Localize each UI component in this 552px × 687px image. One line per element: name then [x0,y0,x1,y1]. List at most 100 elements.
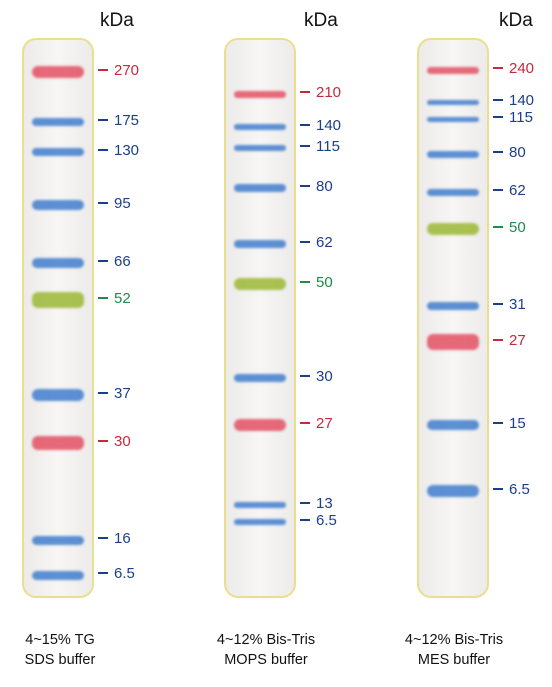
protein-band [427,334,479,350]
panel-caption: 4~15% TG SDS buffer [0,630,130,670]
size-marker: 52 [98,289,131,307]
size-marker: 210 [300,83,341,101]
size-marker: 140 [300,116,341,134]
marker-label: 6.5 [316,511,337,529]
protein-band [32,66,84,78]
protein-band [427,99,479,105]
marker-tick [98,572,108,574]
marker-tick [98,260,108,262]
marker-label: 270 [114,61,140,79]
marker-tick [300,185,310,187]
size-marker: 140 [493,91,534,109]
gel-lane [417,38,489,598]
marker-label: 240 [509,59,535,77]
size-marker: 15 [493,414,526,432]
marker-tick [98,440,108,442]
marker-label: 13 [316,494,333,512]
marker-tick [98,392,108,394]
protein-band [32,389,84,401]
protein-band [234,519,286,525]
size-marker: 80 [493,143,526,161]
marker-tick [98,149,108,151]
size-marker: 80 [300,177,333,195]
protein-band [32,570,84,580]
marker-label: 130 [114,141,140,159]
marker-tick [98,69,108,71]
marker-tick [300,519,310,521]
marker-label: 30 [316,367,333,385]
size-marker: 50 [300,273,333,291]
marker-tick [493,116,503,118]
marker-tick [300,91,310,93]
marker-label: 6.5 [509,480,530,498]
marker-tick [300,375,310,377]
marker-label: 140 [509,91,535,109]
marker-label: 30 [114,432,131,450]
size-marker: 6.5 [300,511,337,529]
size-marker: 66 [98,252,131,270]
size-marker: 6.5 [493,480,530,498]
marker-tick [98,297,108,299]
marker-tick [300,145,310,147]
protein-band [427,485,479,497]
marker-tick [493,189,503,191]
marker-label: 62 [316,233,333,251]
size-marker: 30 [98,432,131,450]
marker-tick [493,226,503,228]
protein-band [427,66,479,74]
size-marker: 31 [493,295,526,313]
marker-label: 80 [509,143,526,161]
marker-label: 6.5 [114,564,135,582]
marker-tick [493,151,503,153]
marker-label: 62 [509,181,526,199]
marker-tick [300,124,310,126]
size-marker: 6.5 [98,564,135,582]
panel-caption: 4~12% Bis-Tris MOPS buffer [196,630,336,670]
protein-band [234,502,286,508]
protein-band [234,374,286,382]
ladder-panel-1: kDa 270 175 130 95 66 52 37 30 16 6.5 4~15% TG SDS b… [0,0,184,687]
size-marker: 13 [300,494,333,512]
marker-tick [98,537,108,539]
protein-band [32,535,84,545]
caption-gel-type: 4~12% Bis-Tris [216,632,316,648]
size-marker: 16 [98,529,131,547]
marker-tick [300,281,310,283]
marker-label: 175 [114,111,140,129]
marker-tick [493,303,503,305]
protein-band [32,148,84,156]
marker-label: 15 [509,414,526,432]
protein-band [32,292,84,308]
gel-lane [224,38,296,598]
size-marker: 270 [98,61,139,79]
marker-label: 210 [316,83,342,101]
caption-buffer: MOPS buffer [224,652,308,668]
protein-band [234,419,286,431]
size-marker: 130 [98,141,139,159]
size-marker: 240 [493,59,534,77]
marker-tick [98,119,108,121]
marker-tick [300,422,310,424]
unit-label: kDa [499,10,533,31]
caption-gel-type: 4~12% Bis-Tris [404,632,504,648]
marker-label: 95 [114,194,131,212]
marker-label: 66 [114,252,131,270]
gel-lane [22,38,94,598]
protein-band [427,188,479,196]
marker-label: 115 [316,137,340,155]
caption-gel-type: 4~15% TG [25,632,95,648]
marker-tick [300,241,310,243]
protein-band [427,420,479,430]
protein-band [234,145,286,151]
size-marker: 50 [493,218,526,236]
protein-band [32,200,84,210]
unit-label: kDa [100,10,134,31]
protein-band [234,90,286,98]
size-marker: 27 [300,414,333,432]
marker-tick [300,502,310,504]
marker-label: 27 [316,414,333,432]
marker-label: 27 [509,331,526,349]
marker-label: 31 [509,295,526,313]
marker-tick [493,339,503,341]
size-marker: 27 [493,331,526,349]
